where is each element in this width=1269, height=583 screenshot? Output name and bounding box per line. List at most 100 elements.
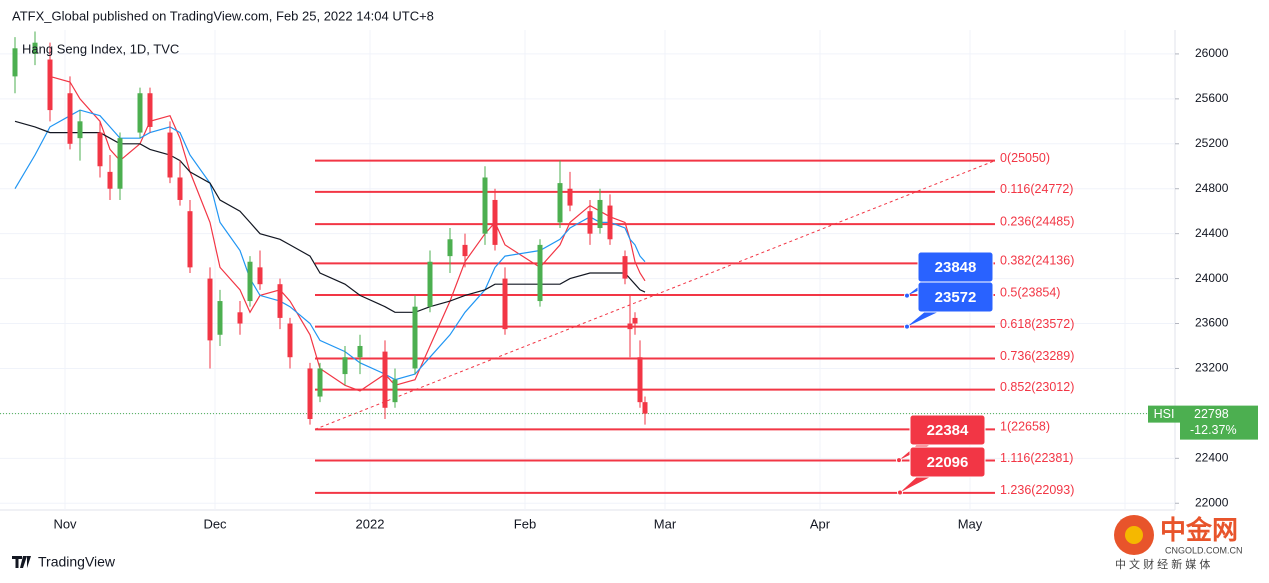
candle-body — [607, 205, 613, 240]
candle-body — [642, 402, 648, 414]
brand-text: TradingView — [38, 554, 116, 570]
callout-box — [909, 446, 986, 478]
candle-body — [257, 267, 263, 285]
candle-body — [382, 351, 388, 408]
watermark-logo-inner — [1125, 526, 1143, 544]
candle-body — [117, 138, 123, 189]
candle-body — [237, 312, 243, 324]
candle-body — [462, 244, 468, 257]
callout-pointer — [907, 311, 940, 327]
fib-label: 0.5(23854) — [1000, 285, 1060, 299]
candle-body — [392, 379, 398, 403]
header: ATFX_Global published on TradingView.com… — [12, 8, 434, 23]
x-tick-label: 2022 — [356, 516, 385, 531]
callout-box — [909, 414, 986, 446]
ma-line — [14, 120, 646, 313]
candle-body — [597, 199, 603, 229]
candle-body — [427, 261, 433, 307]
candle-body — [217, 301, 223, 335]
candle-body — [137, 93, 143, 133]
fib-label: 0.852(23012) — [1000, 380, 1074, 394]
candle-body — [342, 357, 348, 375]
y-tick-label: 24400 — [1195, 226, 1229, 240]
symbol-tag — [1148, 405, 1180, 423]
watermark-name: 中金网 — [1160, 515, 1238, 545]
candle-body — [167, 132, 173, 178]
candle-body — [557, 183, 563, 223]
fib-label: 1.236(22093) — [1000, 483, 1074, 497]
fib-label: 1(22658) — [1000, 420, 1050, 434]
candle-body — [317, 368, 323, 397]
candle-body — [412, 306, 418, 369]
candle-body — [147, 93, 153, 127]
candle-body — [537, 244, 543, 302]
x-tick-label: May — [958, 516, 983, 531]
last-change: -12.37% — [1190, 423, 1237, 437]
callout-dot — [904, 292, 910, 299]
candle-body — [622, 256, 628, 279]
candle-body — [97, 132, 103, 167]
candle-body — [177, 177, 183, 200]
watermark-slogan: 中 文 财 经 新 媒 体 — [1115, 557, 1210, 571]
callout-box — [917, 281, 994, 313]
trend-line — [314, 160, 996, 430]
callout-dot — [897, 489, 903, 496]
last-price: 22798 — [1194, 407, 1229, 421]
plot: 2200022400228002320023600240002440024800… — [0, 30, 1229, 531]
x-tick-label: Nov — [53, 516, 77, 531]
candle-body — [107, 171, 113, 189]
candle-body — [567, 188, 573, 206]
candle-body — [187, 211, 193, 268]
callout-label: 23848 — [935, 259, 977, 276]
fib-label: 0(25050) — [1000, 151, 1050, 165]
y-tick-label: 26000 — [1195, 46, 1229, 60]
y-tick-label: 25200 — [1195, 136, 1229, 150]
brand: TradingView — [12, 554, 116, 570]
brand-logo — [12, 556, 31, 568]
y-tick-label: 23200 — [1195, 361, 1229, 375]
candle-body — [47, 59, 53, 111]
candle-body — [637, 357, 643, 403]
x-tick-label: Apr — [810, 516, 831, 531]
fib-label: 0.382(24136) — [1000, 254, 1074, 268]
candle-body — [67, 93, 73, 144]
x-tick-label: Feb — [514, 516, 536, 531]
candle-body — [32, 42, 38, 54]
y-tick-label: 22400 — [1195, 450, 1229, 464]
fib-label: 0.618(23572) — [1000, 317, 1074, 331]
callout-dot — [896, 457, 902, 464]
watermark: 中金网 CNGOLD.COM.CN 中 文 财 经 新 媒 体 — [1114, 515, 1243, 571]
candle-body — [277, 284, 283, 318]
y-tick-label: 23600 — [1195, 316, 1229, 330]
x-tick-label: Mar — [654, 516, 677, 531]
price-tag — [1180, 405, 1258, 440]
watermark-site: CNGOLD.COM.CN — [1165, 545, 1243, 555]
fib-label: 0.236(24485) — [1000, 214, 1074, 228]
candle-body — [502, 278, 508, 330]
candle-body — [307, 368, 313, 420]
callout-label: 22096 — [927, 454, 969, 471]
y-tick-label: 22000 — [1195, 495, 1229, 509]
fib-label: 0.736(23289) — [1000, 349, 1074, 363]
candle-body — [357, 345, 363, 358]
candle-body — [247, 261, 253, 302]
candle-body — [447, 239, 453, 257]
callout-label: 23572 — [935, 289, 977, 306]
callout-dot — [904, 323, 910, 330]
ma-line — [14, 109, 646, 381]
y-tick-label: 24800 — [1195, 181, 1229, 195]
fib-label: 0.116(24772) — [1000, 182, 1073, 196]
candle-body — [627, 323, 633, 330]
x-tick-label: Dec — [203, 516, 227, 531]
candle-body — [77, 121, 83, 139]
candle-body — [492, 199, 498, 245]
callout-pointer — [900, 476, 932, 493]
chart-title: Hang Seng Index, 1D, TVC — [22, 41, 179, 56]
y-tick-label: 25600 — [1195, 91, 1229, 105]
fib-label: 1.116(22381) — [1000, 451, 1073, 465]
symbol-label: HSI — [1154, 407, 1175, 421]
candle-body — [12, 48, 18, 77]
candle-body — [482, 177, 488, 234]
